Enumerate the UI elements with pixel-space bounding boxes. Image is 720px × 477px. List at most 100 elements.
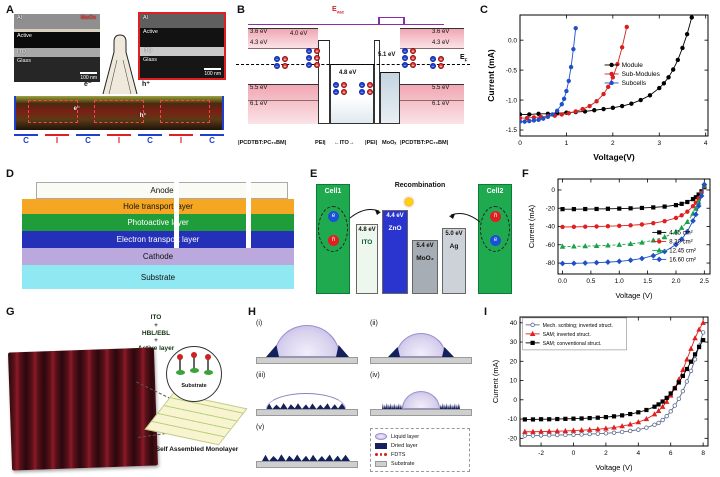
interconnect-shape — [102, 34, 138, 95]
marker — [603, 425, 609, 431]
marker — [538, 428, 544, 434]
evac-sub: vac — [336, 9, 345, 15]
marker — [530, 340, 535, 345]
panel-e-label: E — [310, 168, 318, 180]
panel-a: A Al MoOx Active ITO Glass 100 nm Al — [6, 4, 230, 162]
tem-label-al: Al — [17, 15, 22, 21]
scribe-gap — [174, 182, 179, 248]
level-value: 4.8 eV — [339, 70, 357, 76]
droplet-stage-ii: (ii) — [368, 320, 474, 368]
tem-label-glass: Glass — [143, 57, 158, 63]
electron-icon — [306, 55, 312, 61]
marker — [624, 24, 629, 30]
marker — [663, 398, 670, 404]
marker — [652, 404, 657, 409]
marker — [522, 119, 527, 124]
liquid-layer-swatch — [375, 433, 387, 440]
marker — [559, 260, 566, 267]
electron-icon — [430, 63, 436, 69]
level-value: 4.3 eV — [432, 40, 450, 46]
marker — [609, 80, 614, 86]
dried-edge — [442, 347, 454, 357]
substrate-bar — [256, 461, 358, 468]
liquid-droplet — [402, 391, 440, 409]
substrate-bar — [256, 409, 358, 416]
marker — [628, 206, 633, 211]
electron-icon — [430, 56, 436, 62]
tem-layer-ito: ITO — [140, 47, 224, 56]
x-tick-label: 4 — [636, 450, 640, 457]
y-axis-label: Current (mA) — [491, 359, 500, 403]
marker — [538, 433, 544, 438]
marker — [530, 322, 535, 328]
layer-label: Photoactive layer — [127, 218, 189, 227]
tem-layer-moox — [14, 29, 100, 32]
panel-f: F 0.0 0.5 1.0 1.5 2.0 2.5 0 -20 -40 -60 -80 Voltage… — [522, 168, 718, 300]
module-photo — [7, 347, 159, 471]
marker — [688, 368, 694, 374]
marker — [696, 344, 702, 350]
marker — [678, 224, 685, 230]
layer-label: Substrate — [140, 272, 176, 282]
marker — [656, 420, 661, 426]
y-axis-label: Current (mA) — [486, 49, 496, 102]
marker — [531, 118, 537, 123]
carrier-dots — [430, 56, 445, 69]
vacuum-level-line — [248, 24, 444, 25]
marker — [605, 224, 611, 229]
layer-etl: Electron transport layer — [22, 231, 294, 248]
marker — [594, 99, 599, 104]
x-tick-label: 0.5 — [586, 278, 595, 285]
hole-icon — [314, 48, 320, 54]
material-name: ITO — [361, 239, 373, 246]
panel-g: G ITO + HBL/EBL + Active layer Substrate… — [6, 306, 248, 474]
marker — [578, 427, 585, 433]
dried-film — [382, 403, 404, 409]
layer-htl: Hole transport layer — [22, 199, 294, 214]
electron-icon — [402, 55, 408, 61]
y-tick-label: -20 — [546, 205, 556, 212]
marker — [587, 431, 592, 437]
interconnect-marker: I — [45, 134, 69, 145]
carrier-dots — [359, 82, 374, 95]
marker — [546, 428, 552, 434]
marker — [555, 416, 560, 422]
droplet-stage-iv: (iv) — [368, 372, 474, 420]
marker — [652, 422, 657, 428]
marker — [571, 243, 577, 249]
ag-column: 5.0 eV Ag — [442, 228, 466, 294]
marker — [647, 93, 653, 98]
material-label: |PEI| — [365, 140, 378, 146]
dried-layer-swatch — [375, 442, 387, 449]
drying-film-outline — [266, 393, 346, 409]
marker — [651, 411, 658, 417]
marker — [520, 115, 523, 121]
x-tick-label: 1.5 — [643, 278, 652, 285]
legend-label: Substrate — [391, 460, 415, 467]
level-value: 3.6 eV — [250, 29, 268, 35]
legend-row: FDTS — [375, 450, 465, 459]
marker — [627, 421, 633, 427]
y-tick-label: 0.0 — [508, 37, 517, 44]
marker — [570, 427, 577, 433]
marker — [700, 330, 706, 335]
tem-label-ito: ITO — [143, 48, 153, 54]
material-label: |PCDTBT:PC₇₀BM| — [400, 140, 449, 146]
level-value: 4.4 eV — [386, 213, 404, 219]
tem-layer-glass: Glass 100 nm — [140, 56, 224, 78]
marker — [527, 112, 532, 117]
stack-line: HBL/EBL — [141, 329, 171, 337]
marker — [545, 114, 551, 120]
layer-substrate: Substrate — [22, 265, 294, 289]
hole-transfer-arrow — [449, 213, 481, 223]
y-tick-label: -10 — [508, 416, 518, 423]
marker — [680, 45, 685, 51]
y-tick-label: 30 — [510, 339, 518, 346]
series-group — [520, 15, 694, 124]
material-label: ←ITO→ — [334, 140, 355, 146]
y-tick-label: -80 — [546, 260, 556, 267]
panel-i-label: I — [484, 306, 488, 318]
tem-label-glass: Glass — [17, 58, 32, 64]
marker — [609, 71, 614, 77]
marker — [628, 411, 633, 417]
